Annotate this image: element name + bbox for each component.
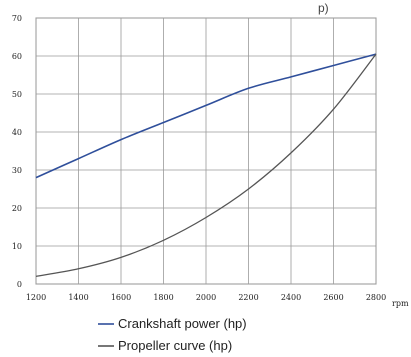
legend-label: Propeller curve (hp) bbox=[118, 338, 232, 353]
y-tick-label: 40 bbox=[12, 128, 22, 137]
x-tick-label: 2000 bbox=[196, 293, 216, 302]
y-tick-label: 30 bbox=[12, 166, 22, 175]
x-tick-label: 1200 bbox=[26, 293, 46, 302]
y-tick-label: 70 bbox=[12, 14, 22, 23]
x-axis-unit: rpm bbox=[392, 299, 409, 308]
legend-label: Crankshaft power (hp) bbox=[118, 316, 247, 331]
x-axis: 1200 1400 1600 1800 2000 2200 2400 2600 2800 bbox=[26, 293, 386, 302]
y-tick-label: 50 bbox=[12, 90, 22, 99]
series-line-crankshaft-power bbox=[35, 53, 377, 179]
x-tick-label: 1600 bbox=[111, 293, 131, 302]
grid bbox=[35, 17, 377, 285]
series-line-propeller-curve bbox=[35, 53, 377, 278]
y-axis: 0 10 20 30 40 50 60 70 bbox=[12, 14, 22, 289]
x-tick-label: 1400 bbox=[68, 293, 88, 302]
y-tick-label: 0 bbox=[17, 280, 22, 289]
x-tick-label: 2400 bbox=[281, 293, 301, 302]
x-tick-label: 1800 bbox=[153, 293, 173, 302]
y-tick-label: 20 bbox=[12, 204, 22, 213]
x-tick-label: 2800 bbox=[366, 293, 386, 302]
chart-title-fragment: p) bbox=[318, 1, 329, 15]
series-layer bbox=[35, 53, 377, 278]
y-tick-label: 60 bbox=[12, 52, 22, 61]
x-tick-label: 2200 bbox=[238, 293, 258, 302]
x-tick-label: 2600 bbox=[323, 293, 343, 302]
y-tick-label: 10 bbox=[12, 242, 22, 251]
legend: Crankshaft power (hp) Propeller curve (hp… bbox=[98, 316, 247, 353]
